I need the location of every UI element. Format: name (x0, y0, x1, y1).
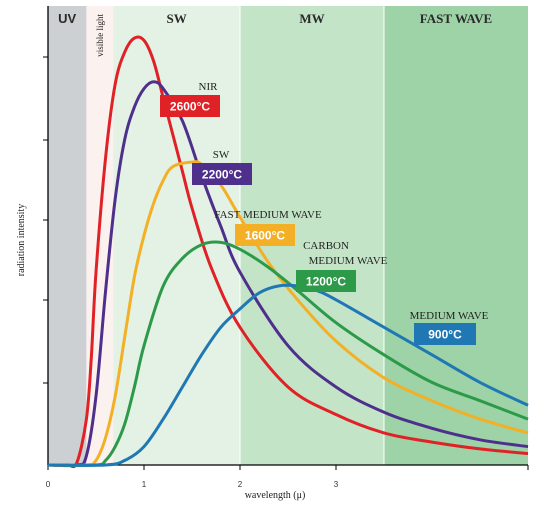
temperature-label: 2600°C (170, 100, 210, 114)
axis-ticks: 0 1 2 3 (43, 56, 529, 489)
y-axis-label: radiation intensity (16, 204, 27, 277)
series-line-carbon-medium-wave (47, 240, 529, 467)
series-line-medium-wave (47, 283, 529, 467)
series-line-sw (47, 80, 529, 468)
series-name-label: SW (213, 149, 230, 161)
axes: radiation intensity wavelength (μ) (16, 6, 528, 501)
series-name-label: FAST MEDIUM WAVE (214, 209, 322, 221)
band-label-sw: SW (167, 11, 187, 26)
band-fast-wave (384, 6, 528, 465)
band-label-fast-wave: FAST WAVE (420, 11, 492, 26)
band-uv (48, 6, 87, 465)
band-labels: UV visible light SW MW FAST WAVE (58, 11, 492, 57)
temperature-badge (235, 224, 295, 246)
series-name-label: MEDIUM WAVE (309, 255, 388, 267)
temperature-badge (414, 323, 476, 345)
temperature-badge (296, 270, 356, 292)
series-line-nir (47, 35, 529, 469)
band-label-uv: UV (58, 11, 76, 26)
wavelength-bands (48, 6, 528, 465)
band-label-mw: MW (299, 11, 324, 26)
x-axis-label: wavelength (μ) (245, 490, 306, 501)
series-name-label: NIR (199, 81, 219, 93)
x-tick-label: 0 (46, 480, 51, 489)
temperature-label: 1200°C (306, 275, 346, 289)
series-labels: NIR 2600°C SW 2200°C FAST MEDIUM WAVE 1600°C C… (160, 81, 489, 345)
x-tick-label: 3 (334, 480, 339, 489)
temperature-badge (192, 163, 252, 185)
x-tick-label: 1 (142, 480, 147, 489)
temperature-label: 1600°C (245, 229, 285, 243)
series-lines (47, 35, 529, 469)
temperature-label: 900°C (428, 328, 462, 342)
band-label-visible-light: visible light (95, 14, 105, 57)
series-name-label: CARBON (303, 240, 349, 252)
series-line-fast-medium-wave (47, 160, 529, 467)
x-tick-label: 2 (238, 480, 243, 489)
series-name-label: MEDIUM WAVE (410, 310, 489, 322)
temperature-badge (160, 95, 220, 117)
temperature-label: 2200°C (202, 168, 242, 182)
